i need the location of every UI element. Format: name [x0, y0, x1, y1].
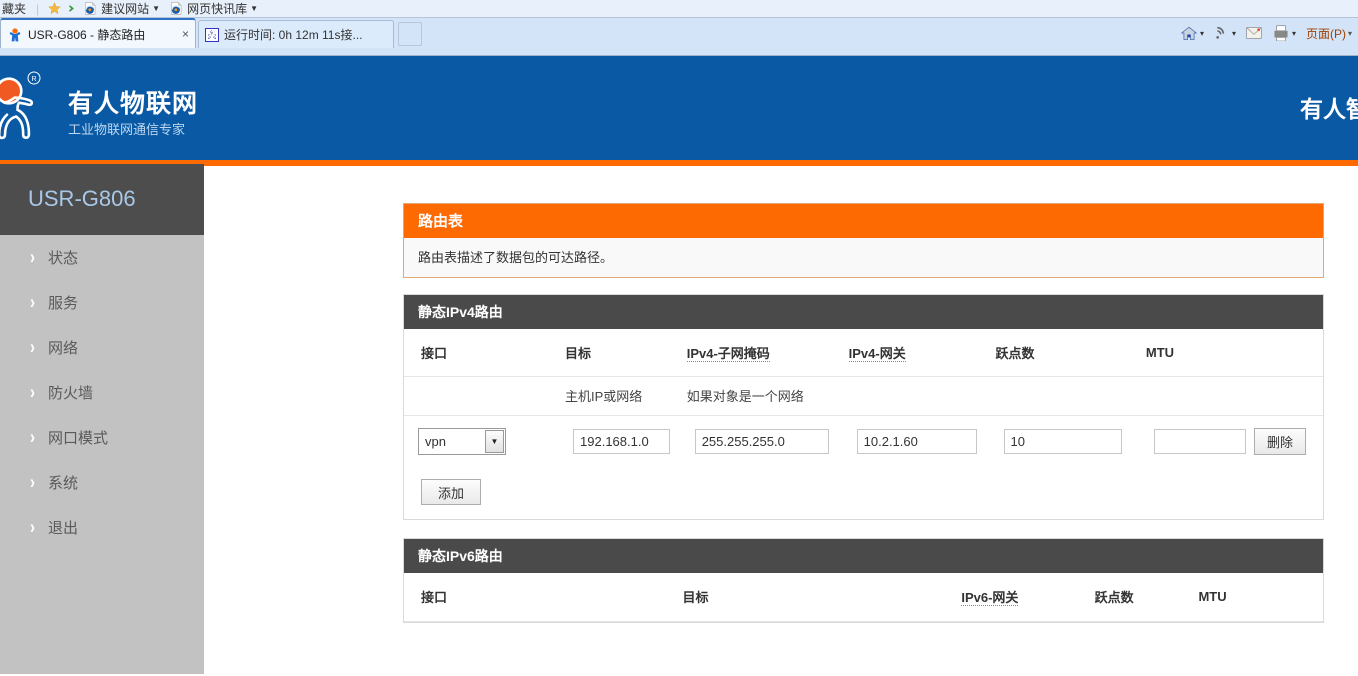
svg-text:R: R [31, 76, 36, 83]
